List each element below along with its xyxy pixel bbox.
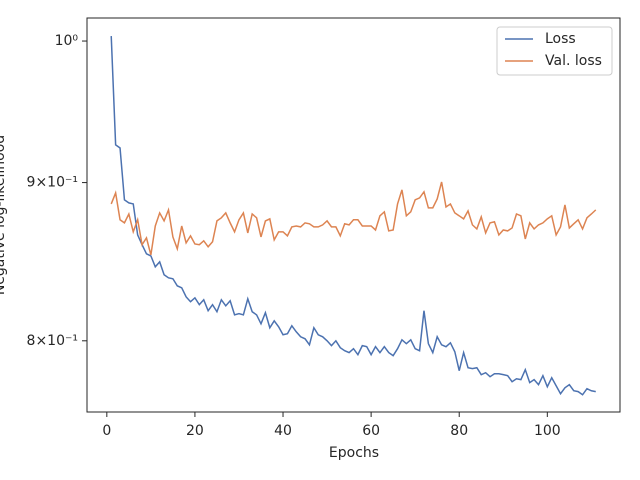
x-tick-label: 40 [274, 423, 292, 439]
legend-label: Val. loss [545, 53, 602, 69]
y-tick-label: 9×10⁻¹ [27, 175, 78, 191]
series-line [110, 36, 596, 396]
series-line [110, 181, 597, 256]
x-tick-label: 20 [186, 423, 204, 439]
y-tick-label: 8×10⁻¹ [27, 333, 78, 349]
plot-frame [86, 17, 621, 413]
x-tick-label: 100 [534, 423, 561, 439]
x-axis-label: Epochs [329, 445, 379, 461]
legend-label: Loss [545, 31, 576, 47]
x-tick-label: 80 [450, 423, 468, 439]
y-axis-label: Negative log-likelihood [0, 135, 8, 295]
x-tick-label: 60 [362, 423, 380, 439]
x-tick-label: 0 [102, 423, 111, 439]
y-tick-label: 10⁰ [55, 33, 79, 49]
